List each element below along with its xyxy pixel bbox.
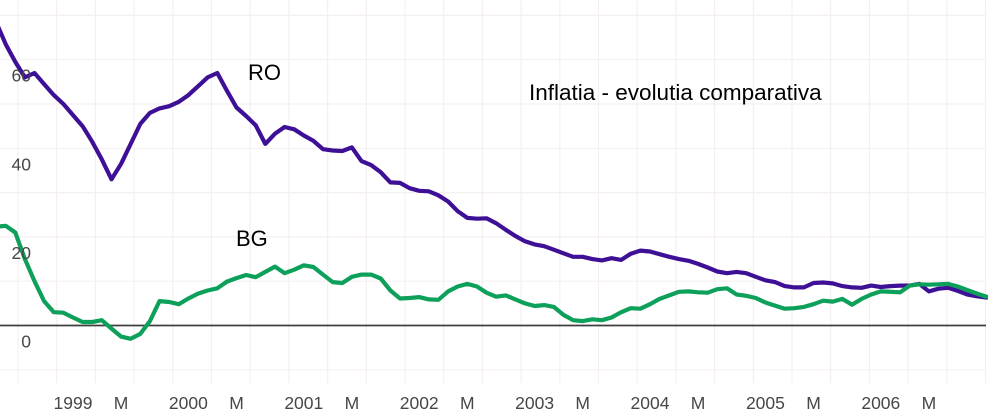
x-tick-label: M (691, 393, 706, 413)
x-tick-label: 2002 (400, 393, 439, 413)
y-tick-label: 0 (21, 332, 31, 352)
x-tick-label: 2000 (169, 393, 208, 413)
y-tick-label: 20 (12, 243, 32, 263)
x-tick-label: M (806, 393, 821, 413)
x-tick-label: 2006 (861, 393, 900, 413)
y-tick-label: 60 (12, 66, 32, 86)
x-tick-label: M (229, 393, 244, 413)
x-tick-label: 2001 (284, 393, 323, 413)
bg-series-line (0, 223, 988, 341)
x-tick-label: 1999 (54, 393, 93, 413)
x-tick-label: 2005 (746, 393, 785, 413)
x-tick-label: M (345, 393, 360, 413)
x-tick-label: M (922, 393, 937, 413)
x-tick-label: M (575, 393, 590, 413)
x-tick-label: 2004 (631, 393, 670, 413)
bg-series-label: BG (236, 226, 268, 251)
y-tick-label: 40 (12, 154, 32, 174)
ro-series-label: RO (248, 60, 281, 85)
x-tick-label: M (114, 393, 129, 413)
chart-title: Inflatia - evolutia comparativa (529, 80, 822, 105)
x-tick-label: M (460, 393, 475, 413)
ro-series-line (0, 25, 988, 300)
x-tick-label: 2003 (515, 393, 554, 413)
